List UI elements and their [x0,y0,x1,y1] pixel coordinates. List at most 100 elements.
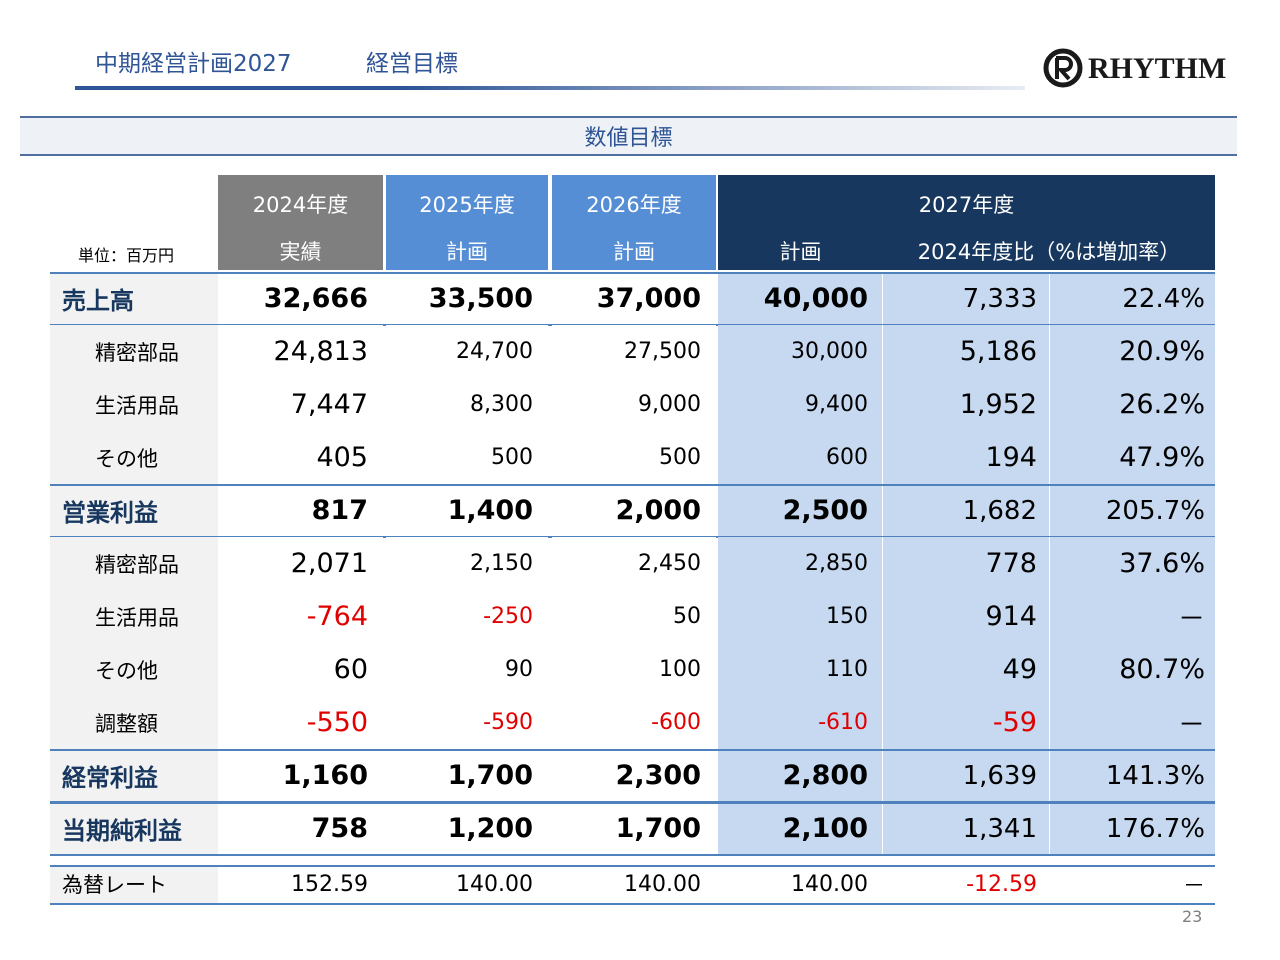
row-label: その他 [50,643,218,696]
cell: 152.59 [218,865,383,903]
sub-header: 2024年度比（%は増加率） [883,232,1215,270]
cell: 176.7% [1050,802,1215,855]
cell: 1,700 [552,802,716,855]
cell: 1,400 [386,484,548,537]
cell: 1,952 [883,378,1050,431]
row-label: 生活用品 [50,378,218,431]
cell: 32,666 [218,272,383,325]
cell: 140.00 [386,865,548,903]
cell: 2,100 [718,802,883,855]
cell: 194 [883,431,1050,484]
cell: 80.7% [1050,643,1215,696]
cell: -600 [552,696,716,749]
cell: 140.00 [718,865,883,903]
cell: 7,447 [218,378,383,431]
cell: － [1050,696,1215,749]
subtitle: 経営目標 [366,51,458,77]
row-rule [50,854,1215,856]
title-underline [75,86,1025,90]
cell: 2,300 [552,749,716,802]
cell: 110 [718,643,883,696]
sub-header: 計画 [718,232,883,270]
cell: 5,186 [883,325,1050,378]
cell: 49 [883,643,1050,696]
section-band: 数値目標 [20,116,1237,156]
sub-header: 計画 [386,232,548,270]
cell: 817 [218,484,383,537]
cell: 141.3% [1050,749,1215,802]
row-label: その他 [50,431,218,484]
row-rule [50,272,1215,274]
cell: 24,813 [218,325,383,378]
cell: 30,000 [718,325,883,378]
cell: -59 [883,696,1050,749]
cell: － [1050,865,1215,903]
row-label: 売上高 [50,272,218,325]
year-header: 2024年度 [218,175,383,232]
cell: 1,341 [883,802,1050,855]
cell: -12.59 [883,865,1050,903]
logo: RHYTHM [1088,52,1227,85]
cell: 27,500 [552,325,716,378]
cell: 50 [552,590,716,643]
row-rule [50,865,1215,867]
cell: 24,700 [386,325,548,378]
cell: 2,500 [718,484,883,537]
row-label: 為替レート [50,865,218,903]
cell: 90 [386,643,548,696]
cell: 758 [218,802,383,855]
cell: 2,800 [718,749,883,802]
cell: 37.6% [1050,537,1215,590]
year-header: 2026年度 [552,175,716,232]
cell: 778 [883,537,1050,590]
sub-header: 実績 [218,232,383,270]
cell: 100 [552,643,716,696]
row-label: 精密部品 [50,537,218,590]
cell: 1,160 [218,749,383,802]
cell: 26.2% [1050,378,1215,431]
sub-header: 計画 [552,232,716,270]
cell: 20.9% [1050,325,1215,378]
cell: 500 [386,431,548,484]
cell: － [1050,590,1215,643]
cell: -550 [218,696,383,749]
cell: 7,333 [883,272,1050,325]
row-label: 営業利益 [50,484,218,537]
cell: 150 [718,590,883,643]
cell: 2,071 [218,537,383,590]
unit: 単位：百万円 [78,246,175,265]
cell: 2,850 [718,537,883,590]
row-rule [50,484,1215,486]
row-label: 調整額 [50,696,218,749]
logo-mark [1043,48,1083,88]
cell: 1,700 [386,749,548,802]
cell: 8,300 [386,378,548,431]
title: 中期経営計画2027 [95,51,292,77]
cell: 2,000 [552,484,716,537]
section-title: 数値目標 [584,126,673,151]
cell: 22.4% [1050,272,1215,325]
row-rule [50,749,1215,751]
row-rule [50,802,1215,804]
cell: 1,682 [883,484,1050,537]
year-header: 2025年度 [386,175,548,232]
cell: -764 [218,590,383,643]
cell: -590 [386,696,548,749]
cell: 2,450 [552,537,716,590]
cell: 1,200 [386,802,548,855]
cell: 9,000 [552,378,716,431]
cell: 47.9% [1050,431,1215,484]
cell: 9,400 [718,378,883,431]
row-label: 生活用品 [50,590,218,643]
cell: 600 [718,431,883,484]
row-rule [50,903,1215,905]
row-label: 当期純利益 [50,802,218,855]
cell: 40,000 [718,272,883,325]
row-label: 経常利益 [50,749,218,802]
year-header: 2027年度 [718,175,1215,232]
cell: 33,500 [386,272,548,325]
cell: 205.7% [1050,484,1215,537]
cell: 914 [883,590,1050,643]
row-label: 精密部品 [50,325,218,378]
cell: 500 [552,431,716,484]
